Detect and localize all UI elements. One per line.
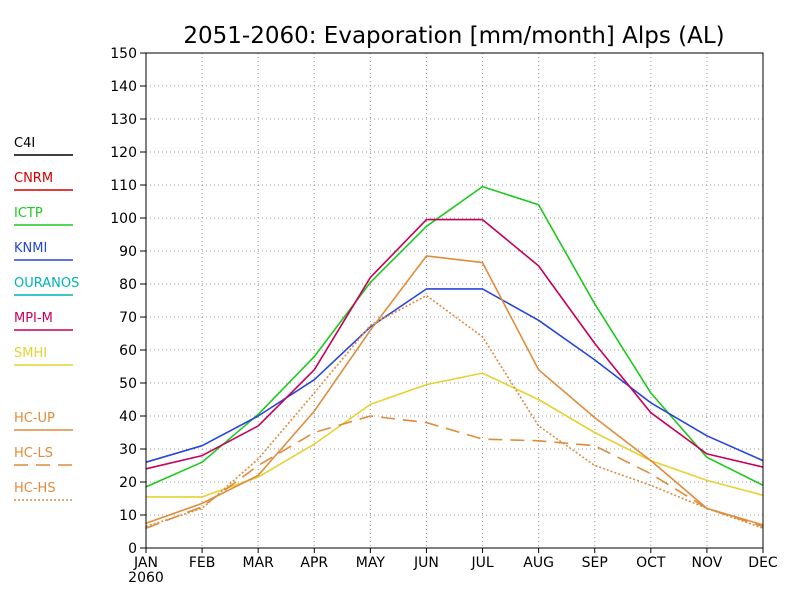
y-tick-label: 90 [119,244,137,260]
series-line-mpi-m [145,218,764,470]
axes: 0 10 20 30 40 50 60 70 80 90 100 110 120 130 140 150 JAN… [110,46,778,571]
legend-label-cnrm: CNRM [14,171,53,186]
series-line-hc-hs [145,294,764,529]
x-tick-label-oct: OCT [636,555,666,571]
legend-label-smhi: SMHI [14,346,47,361]
x-tick-label-apr: APR [300,555,328,571]
x-tick-label-jan: JAN [133,555,158,571]
legend-label-ictp: ICTP [14,206,43,221]
series-line-ictp [145,185,764,488]
grid [146,53,763,548]
legend-label-hc-hs: HC-HS [14,481,56,496]
y-tick-label: 50 [119,376,137,392]
y-tick-label: 150 [110,46,137,62]
series-line-hc-ls [145,415,764,529]
legend-label-mpi-m: MPI-M [14,311,53,326]
x-year-label: 2060 [128,570,164,586]
x-tick-label-dec: DEC [748,555,778,571]
y-tick-label: 0 [128,541,137,557]
legend-label-c4i: C4I [14,136,35,151]
plot-frame [145,52,764,549]
x-tick-label-nov: NOV [691,555,722,571]
chart-title: 2051-2060: Evaporation [mm/month] Alps (… [183,23,724,49]
y-tick-label: 30 [119,442,137,458]
x-tick-label-jul: JUL [470,555,493,571]
x-tick-label-may: MAY [356,555,386,571]
y-tick-label: 20 [119,475,137,491]
x-tick-label-feb: FEB [189,555,216,571]
y-tick-label: 140 [110,79,137,95]
legend-label-hc-up: HC-UP [14,411,55,426]
y-tick-label: 40 [119,409,137,425]
y-tick-label: 70 [119,310,137,326]
y-tick-label: 60 [119,343,137,359]
series-line-knmi [145,288,764,463]
y-tick-label: 120 [110,145,137,161]
x-tick-label-aug: AUG [523,555,554,571]
plot-series [145,185,764,529]
y-tick-label: 80 [119,277,137,293]
legend-label-hc-ls: HC-LS [14,446,53,461]
x-tick-label-sep: SEP [582,555,608,571]
legend: C4I CNRM ICTP KNMI OURANOS MPI-M SMHI HC-UP HC-L… [14,136,79,501]
legend-label-knmi: KNMI [14,241,47,256]
legend-label-ouranos: OURANOS [14,276,79,291]
y-tick-label: 100 [110,211,137,227]
x-tick-label-mar: MAR [242,555,274,571]
y-tick-label: 10 [119,508,137,524]
series-line-hc-up [145,255,764,526]
y-tick-label: 110 [110,178,137,194]
x-tick-label-jun: JUN [413,555,439,571]
y-tick-label: 130 [110,112,137,128]
